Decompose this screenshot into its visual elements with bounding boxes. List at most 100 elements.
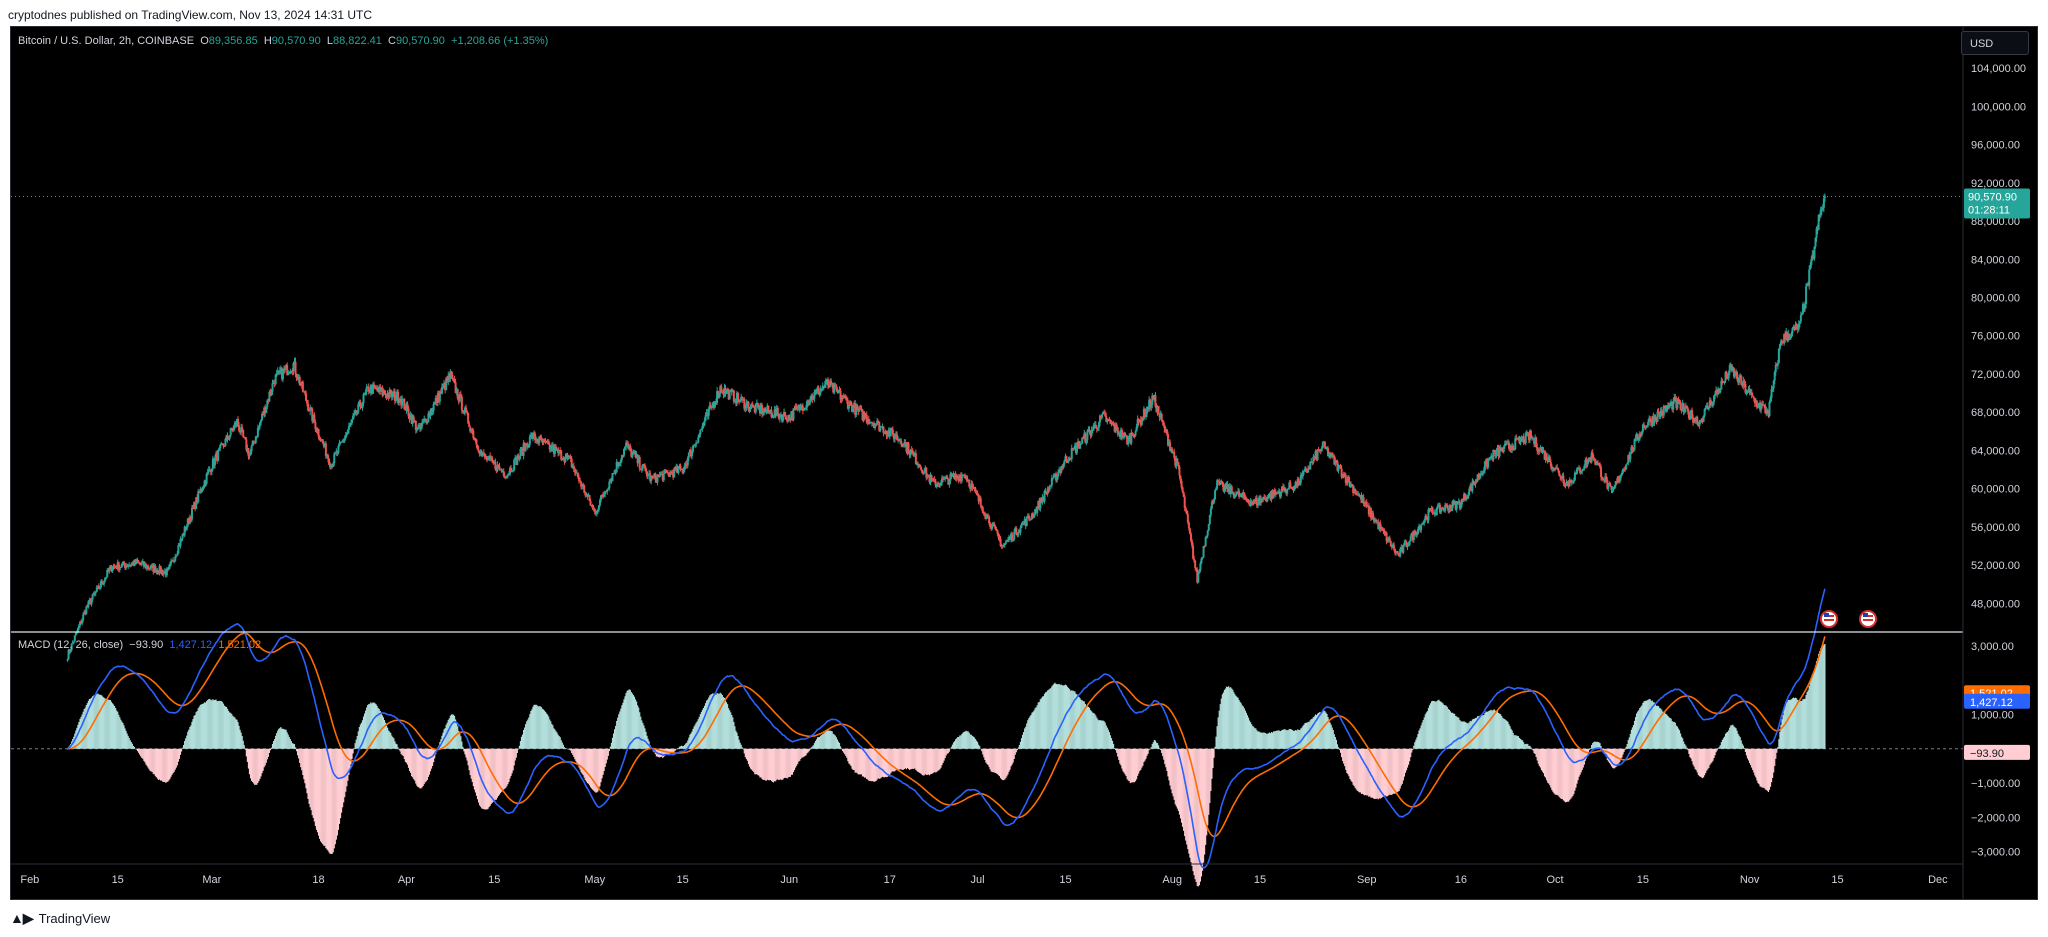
price-candle	[610, 477, 613, 484]
price-axis-label[interactable]: 88,000.00	[1971, 216, 2020, 228]
macd-axis-label[interactable]: −2,000.00	[1971, 812, 2020, 824]
macd-axis-label[interactable]: −1,000.00	[1971, 778, 2020, 790]
price-axis-label[interactable]: 96,000.00	[1971, 140, 2020, 152]
time-axis-label[interactable]: Aug	[1162, 874, 1182, 886]
macd-histogram-bar	[1543, 748, 1546, 777]
price-candle	[1101, 413, 1104, 420]
macd-histogram-bar	[1258, 731, 1260, 749]
time-axis-label[interactable]: Dec	[1928, 874, 1948, 886]
macd-histogram-bar	[376, 705, 378, 749]
macd-histogram-bar	[1053, 683, 1055, 749]
price-candle	[1039, 497, 1042, 512]
macd-axis-label[interactable]: 3,000.00	[1971, 641, 2014, 653]
macd-histogram-bar	[426, 748, 428, 781]
macd-histogram-bar	[236, 719, 238, 749]
time-axis-label[interactable]: Apr	[398, 874, 415, 886]
price-axis-label[interactable]: 48,000.00	[1971, 598, 2020, 610]
price-axis-label[interactable]: 64,000.00	[1971, 445, 2020, 457]
macd-histogram-bar	[1639, 708, 1641, 749]
price-candle	[341, 439, 344, 443]
macd-histogram-bar	[129, 740, 131, 749]
symbol-name[interactable]: Bitcoin / U.S. Dollar, 2h, COINBASE	[18, 35, 195, 47]
price-candle	[1676, 397, 1679, 410]
price-candle	[1539, 445, 1542, 450]
price-candle	[1048, 484, 1051, 492]
time-axis-label[interactable]: Mar	[202, 874, 221, 886]
macd-title[interactable]: MACD (12, 26, close)	[18, 639, 124, 651]
macd-histogram-bar	[1093, 713, 1095, 749]
time-axis-label[interactable]: Sep	[1357, 874, 1377, 886]
macd-histogram-bar	[956, 738, 958, 749]
time-axis-label[interactable]: 16	[1455, 874, 1467, 886]
macd-histogram-bar	[641, 720, 643, 749]
symbol-legend[interactable]: Bitcoin / U.S. Dollar, 2h, COINBASE O89,…	[18, 35, 548, 47]
macd-histogram-bar	[1792, 697, 1795, 749]
macd-histogram-bar	[1328, 719, 1330, 749]
macd-hist-tag[interactable]: −93.90	[1964, 744, 2030, 760]
time-axis-label[interactable]: 15	[676, 874, 688, 886]
price-axis-label[interactable]: 104,000.00	[1971, 63, 2026, 75]
chart-container[interactable]: 48,000.00 52,000.00 56,000.00 60,000.00 64,0…	[10, 26, 2038, 900]
time-axis-label[interactable]: Jun	[780, 874, 798, 886]
macd-histogram-bar	[1598, 742, 1600, 749]
macd-histogram-bar	[564, 748, 567, 749]
price-axis-label[interactable]: 76,000.00	[1971, 331, 2020, 343]
macd-histogram-bar	[1389, 748, 1391, 795]
time-axis-label[interactable]: 15	[488, 874, 500, 886]
macd-histogram-bar	[1219, 704, 1221, 749]
price-candle	[839, 387, 842, 403]
time-axis-label[interactable]: Nov	[1740, 874, 1760, 886]
macd-histogram-bar	[1578, 748, 1580, 777]
time-axis-label[interactable]: 15	[1831, 874, 1843, 886]
price-axis-label[interactable]: 84,000.00	[1971, 254, 2020, 266]
macd-line-tag[interactable]: 1,427.12	[1964, 693, 2030, 709]
price-candle	[87, 600, 90, 609]
currency-selector[interactable]: USD	[1961, 31, 2029, 55]
macd-histogram-bar	[1248, 720, 1251, 749]
price-candle	[1334, 457, 1337, 467]
time-axis-label[interactable]: Jul	[971, 874, 985, 886]
time-axis-label[interactable]: 18	[312, 874, 324, 886]
us-flag-event-icon[interactable]	[1820, 610, 1838, 628]
price-candle	[424, 417, 427, 422]
time-axis-label[interactable]: 15	[112, 874, 124, 886]
time-axis-label[interactable]: Oct	[1546, 874, 1563, 886]
price-axis-label[interactable]: 92,000.00	[1971, 178, 2020, 190]
price-axis-label[interactable]: 80,000.00	[1971, 292, 2020, 304]
macd-histogram-bar	[1087, 706, 1090, 749]
macd-histogram-bar	[1435, 701, 1437, 749]
macd-histogram-bar	[1670, 718, 1672, 749]
macd-histogram-bar	[394, 741, 396, 749]
price-axis-label[interactable]: 100,000.00	[1971, 101, 2026, 113]
time-axis-label[interactable]: May	[584, 874, 605, 886]
time-axis-label[interactable]: 15	[1637, 874, 1649, 886]
price-candle	[1289, 480, 1292, 489]
macd-histogram-bar	[1651, 700, 1653, 749]
time-axis-label[interactable]: 15	[1059, 874, 1071, 886]
macd-histogram-bar	[567, 748, 570, 750]
macd-histogram-bar	[784, 748, 786, 778]
macd-histogram-bar	[350, 748, 352, 765]
macd-axis-label[interactable]: 1,000.00	[1971, 709, 2014, 721]
time-axis-label[interactable]: Feb	[20, 874, 39, 886]
price-axis-label[interactable]: 56,000.00	[1971, 522, 2020, 534]
price-candle	[593, 507, 596, 515]
price-candle	[144, 562, 147, 570]
chart-svg[interactable]: 48,000.00 52,000.00 56,000.00 60,000.00 64,0…	[11, 27, 2037, 899]
price-axis-label[interactable]: 52,000.00	[1971, 560, 2020, 572]
macd-legend[interactable]: MACD (12, 26, close) −93.90 1,427.12 1,5…	[18, 639, 261, 651]
macd-histogram-bar	[883, 748, 886, 778]
us-flag-event-icon[interactable]	[1859, 610, 1877, 628]
macd-axis-label[interactable]: −3,000.00	[1971, 847, 2020, 859]
price-candle	[1094, 421, 1097, 429]
macd-histogram-bar	[915, 748, 917, 770]
price-axis-label[interactable]: 60,000.00	[1971, 484, 2020, 496]
price-candle	[383, 389, 386, 395]
time-axis-label[interactable]: 15	[1254, 874, 1266, 886]
time-axis-label[interactable]: 17	[884, 874, 896, 886]
price-axis-label[interactable]: 68,000.00	[1971, 407, 2020, 419]
price-axis-label[interactable]: 72,000.00	[1971, 369, 2020, 381]
macd-histogram-bar	[1692, 748, 1694, 765]
macd-histogram-bar	[1743, 747, 1745, 749]
